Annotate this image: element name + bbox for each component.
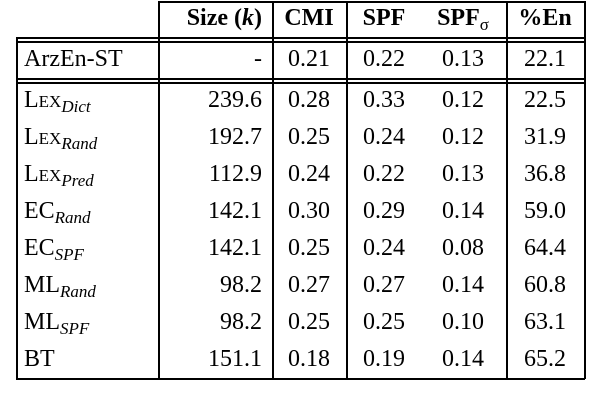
table-cell: 0.24 [288, 161, 330, 187]
rule-line [16, 82, 585, 84]
row-label-sub: SPF [60, 319, 90, 338]
row-label-base: Lex [24, 87, 62, 113]
table-cell: 239.6 [208, 87, 262, 113]
table-cell: 64.4 [524, 235, 566, 261]
rule-line [16, 378, 585, 380]
table-cell: 0.21 [288, 46, 330, 72]
row-label-base: EC [24, 198, 55, 224]
table-cell: 0.10 [442, 309, 484, 335]
rule-line [16, 78, 585, 80]
table-cell: 98.2 [220, 272, 262, 298]
row-label: LexPred [24, 156, 158, 193]
table-cell: 60.8 [524, 272, 566, 298]
row-label-sub: Rand [61, 134, 98, 153]
table-cell: 0.33 [363, 87, 405, 113]
table-cell: 0.27 [363, 272, 405, 298]
header-text: %En [518, 5, 572, 31]
row-label: ECSPF [24, 230, 158, 267]
row-label-sub: SPF [54, 245, 84, 264]
header-text: Size ( [186, 5, 242, 31]
row-label: LexRand [24, 119, 158, 156]
row-label: ArzEn-ST [24, 41, 158, 78]
table-cell: 0.29 [363, 198, 405, 224]
table-cell: 192.7 [208, 124, 262, 150]
row-label-base: ML [24, 272, 60, 298]
header-cell: CMI [272, 0, 346, 37]
header-cell: Size (k) [158, 0, 262, 37]
table-cell: - [254, 46, 262, 72]
rule-line [584, 1, 586, 379]
rule-line [346, 1, 348, 379]
row-label-sub: Pred [61, 171, 94, 190]
header-cell: SPFσ [420, 0, 506, 37]
table-cell: 0.25 [363, 309, 405, 335]
table-cell: 31.9 [524, 124, 566, 150]
header-text: k [242, 5, 254, 31]
rule-line [158, 1, 160, 379]
row-label: LexDict [24, 82, 158, 119]
table-cell: 0.13 [442, 161, 484, 187]
table-cell: 65.2 [524, 346, 566, 372]
header-cell: SPF [348, 0, 420, 37]
rule-line [16, 41, 585, 43]
rule-line [272, 1, 274, 379]
table-cell: 0.25 [288, 235, 330, 261]
table-cell: 0.14 [442, 346, 484, 372]
row-label-base: Lex [24, 161, 62, 187]
table-cell: 0.30 [288, 198, 330, 224]
table-cell: 0.22 [363, 46, 405, 72]
table-cell: 98.2 [220, 309, 262, 335]
table-cell: 0.24 [363, 124, 405, 150]
table-cell: 36.8 [524, 161, 566, 187]
header-text: ) [254, 5, 262, 31]
table-cell: 0.24 [363, 235, 405, 261]
rule-line [506, 1, 508, 379]
table-cell: 0.14 [442, 272, 484, 298]
row-label: ECRand [24, 193, 158, 230]
table-cell: 22.1 [524, 46, 566, 72]
row-label: MLRand [24, 267, 158, 304]
rule-line [16, 37, 18, 379]
row-label-base: ML [24, 309, 60, 335]
row-label-sub: Rand [54, 208, 91, 227]
header-text: σ [479, 15, 489, 34]
table-cell: 0.18 [288, 346, 330, 372]
table-cell: 59.0 [524, 198, 566, 224]
row-label: MLSPF [24, 304, 158, 341]
row-label-base: BT [24, 346, 55, 372]
rule-line [158, 1, 585, 3]
row-label-base: Lex [24, 124, 62, 150]
table-cell: 0.25 [288, 124, 330, 150]
table-cell: 0.14 [442, 198, 484, 224]
header-text: CMI [284, 5, 334, 31]
table-cell: 0.08 [442, 235, 484, 261]
row-label-base: ArzEn-ST [24, 46, 123, 72]
table-cell: 151.1 [208, 346, 262, 372]
table-cell: 63.1 [524, 309, 566, 335]
header-text: SPF [362, 5, 406, 31]
table-cell: 0.19 [363, 346, 405, 372]
table-cell: 0.28 [288, 87, 330, 113]
table-cell: 142.1 [208, 235, 262, 261]
header-text: SPF [437, 5, 480, 31]
row-label: BT [24, 341, 158, 378]
row-label-sub: Dict [61, 97, 91, 116]
header-cell: %En [506, 0, 584, 37]
row-label-sub: Rand [60, 282, 96, 301]
table-cell: 0.25 [288, 309, 330, 335]
row-label-base: EC [24, 235, 55, 261]
table-cell: 22.5 [524, 87, 566, 113]
table-cell: 0.12 [442, 87, 484, 113]
table-cell: 0.12 [442, 124, 484, 150]
table-cell: 112.9 [208, 161, 262, 187]
table-cell: 0.27 [288, 272, 330, 298]
table-cell: 0.13 [442, 46, 484, 72]
table-cell: 0.22 [363, 161, 405, 187]
rule-line [16, 37, 585, 39]
table-cell: 142.1 [208, 198, 262, 224]
